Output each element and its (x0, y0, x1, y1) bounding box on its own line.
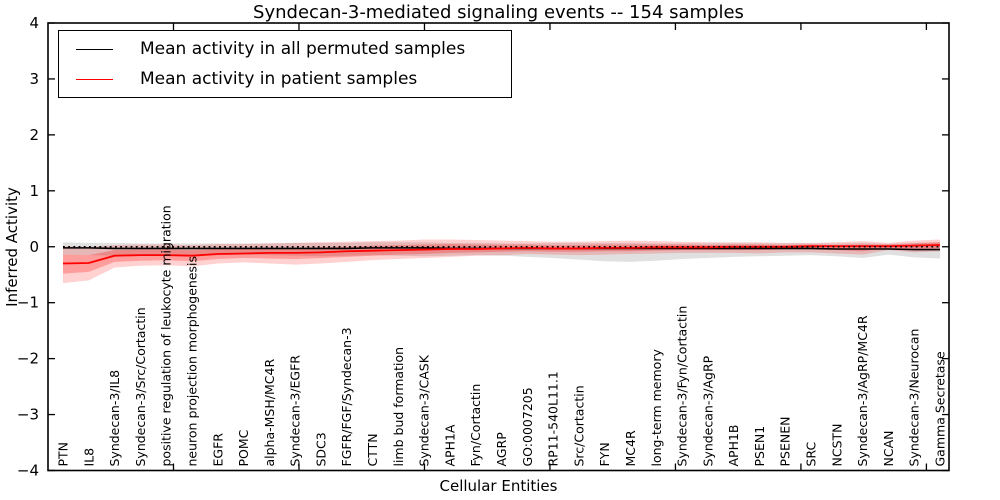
y-tick-label: 2 (29, 126, 39, 144)
x-category-label: Fyn/Cortactin (468, 384, 483, 467)
y-tick-label: −4 (17, 462, 39, 480)
legend-row-patient: Mean activity in patient samples (59, 66, 511, 92)
x-category-label: POMC (236, 429, 251, 466)
x-category-label: APH1B (726, 424, 741, 466)
patient-samples-range-inner-band (63, 242, 940, 274)
x-category-label: PSENEN (778, 417, 793, 467)
x-axis-label: Cellular Entities (439, 477, 558, 495)
x-category-label: Syndecan-3/AgRP/MC4R (855, 315, 870, 466)
x-category-label: Src/Cortactin (571, 385, 586, 466)
x-category-label: FYN (597, 442, 612, 466)
patient-line-swatch (76, 78, 113, 80)
x-category-label: Syndecan-3/CASK (417, 354, 432, 466)
x-category-label: Syndecan-3/IL8 (107, 370, 122, 467)
legend-box: Mean activity in all permuted samples Me… (58, 30, 512, 98)
x-category-label: EGFR (210, 433, 225, 467)
y-axis-label: Inferred Activity (3, 187, 21, 307)
x-category-label: Gamma Secretase (933, 351, 948, 466)
x-category-label: SRC (804, 442, 819, 467)
x-category-label: RP11-540L11.1 (546, 371, 561, 466)
y-tick-label: 4 (29, 14, 39, 32)
y-tick-label: −2 (17, 350, 39, 368)
x-category-label: Syndecan-3/AgRP (700, 355, 715, 466)
x-category-label: APH1A (442, 424, 457, 466)
x-category-label: alpha-MSH/MC4R (262, 359, 277, 467)
x-category-label: PSEN1 (752, 426, 767, 467)
legend-row-permuted: Mean activity in all permuted samples (59, 36, 511, 62)
x-category-label: CTTN (365, 433, 380, 466)
x-category-label: Syndecan-3/Fyn/Cortactin (675, 306, 690, 467)
patient-samples-range-outer-band (63, 239, 940, 284)
y-tick-label: −1 (17, 294, 39, 312)
y-tick-label: 3 (29, 70, 39, 88)
chart-title: Syndecan-3-mediated signaling events -- … (253, 2, 744, 23)
x-category-label: NCAN (881, 431, 896, 467)
mean-activity-in-patient-samples-line (62, 244, 941, 265)
x-category-label: IL8 (81, 448, 96, 467)
x-category-label: FGFR/FGF/Syndecan-3 (339, 327, 354, 466)
x-category-label: PTN (56, 442, 71, 467)
x-category-label: MC4R (623, 430, 638, 466)
x-category-label: positive regulation of leukocyte migrati… (159, 205, 174, 466)
x-category-label: limb bud formation (391, 347, 406, 467)
x-category-label: Syndecan-3/EGFR (288, 355, 303, 467)
y-tick-label: 1 (29, 182, 39, 200)
y-tick-label: −3 (17, 406, 39, 424)
y-tick-label: 0 (29, 238, 39, 256)
legend-label-permuted: Mean activity in all permuted samples (140, 39, 466, 59)
x-category-label: Syndecan-3/Src/Cortactin (133, 307, 148, 466)
x-category-label: GO:0007205 (520, 387, 535, 466)
x-category-label: neuron projection morphogenesis (184, 256, 199, 467)
x-category-label: SDC3 (313, 432, 328, 466)
permuted-line-swatch (76, 48, 113, 50)
x-category-label: AGRP (494, 432, 509, 467)
x-category-label: long-term memory (649, 349, 664, 467)
legend-label-patient: Mean activity in patient samples (140, 69, 418, 89)
x-category-label: NCSTN (829, 424, 844, 467)
x-category-label: Syndecan-3/Neurocan (907, 329, 922, 467)
